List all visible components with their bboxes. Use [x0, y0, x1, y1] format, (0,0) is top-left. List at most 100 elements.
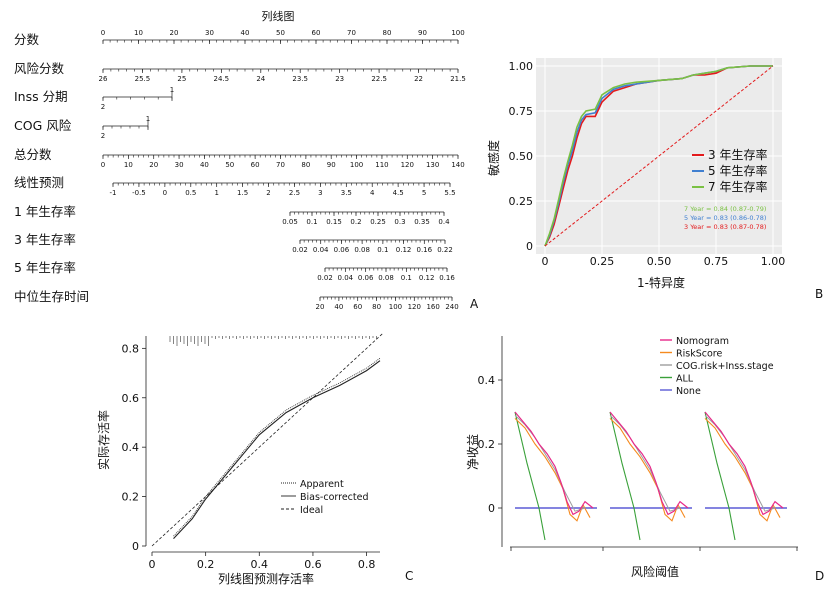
reference-diagonal-line: [544, 65, 774, 247]
nomogram-tick-label: 3: [318, 189, 322, 197]
nomogram-tick-label: 0.4: [438, 218, 450, 226]
nomogram-tick-label: 30: [175, 161, 184, 169]
decision-curve-panel: 0 0.2 0.4 Nomogram RiskScoreCOG.risk+Inss.st…: [466, 336, 798, 579]
nomogram-tick-label: 240: [445, 303, 458, 311]
calibration-curve-line: [173, 357, 381, 537]
nomogram-tick-label: 90: [418, 29, 427, 37]
roc-x-tick-label: 0.75: [704, 255, 729, 268]
dca-legend-label: Nomogram: [676, 336, 729, 347]
nomogram-tick-label: 60: [312, 29, 321, 37]
nomogram-row-label: 分数: [14, 32, 40, 47]
roc-auc-annotation: 3 Year = 0.83 (0.87-0.78): [684, 223, 766, 231]
panel-label-d: D: [815, 569, 824, 583]
roc-y-tick-label: 0: [526, 240, 533, 253]
nomogram-tick-label: 20: [170, 29, 179, 37]
nomogram-row-label: 总分数: [14, 147, 52, 162]
nomogram-tick-label: 0.02: [292, 246, 308, 254]
dca-nomogram-line: [704, 411, 784, 516]
nomogram-tick-label: 80: [383, 29, 392, 37]
nomogram-tick-label: 130: [426, 161, 439, 169]
roc-legend-label: 5 年生存率: [708, 163, 767, 178]
nomogram-tick-label: 0.12: [396, 246, 412, 254]
nomogram-tick-label: 120: [408, 303, 421, 311]
nomogram-row-label: 风险分数: [14, 61, 65, 76]
dca-y-tick-label: 0: [488, 502, 495, 515]
panel-label-c: C: [405, 569, 413, 583]
nomogram-tick-label: 0.16: [416, 246, 432, 254]
nomogram-tick-label: 0.06: [334, 246, 350, 254]
nomogram-tick-label: 50: [276, 29, 285, 37]
calibration-legend-label: Ideal: [300, 505, 323, 516]
nomogram-tick-label: 22.5: [371, 75, 387, 83]
nomogram-tick-label: 1: [146, 115, 150, 123]
nomogram-tick-label: 120: [401, 161, 414, 169]
dca-legend-label: RiskScore: [676, 349, 722, 360]
nomogram-tick-label: 40: [334, 303, 343, 311]
nomogram-tick-label: 21.5: [450, 75, 466, 83]
nomogram-tick-label: 20: [149, 161, 158, 169]
roc-legend-label: 7 年生存率: [708, 179, 767, 194]
nomogram-tick-label: 0.5: [185, 189, 196, 197]
nomogram-tick-label: 26: [99, 75, 108, 83]
calibration-y-tick-label: 0.6: [122, 392, 140, 405]
dca-y-tick-label: 0.2: [478, 438, 496, 451]
nomogram-tick-label: 0: [163, 189, 167, 197]
nomogram-row-label: 5 年生存率: [14, 260, 76, 275]
calibration-x-tick-label: 0.2: [197, 558, 215, 571]
nomogram-tick-label: 0: [101, 29, 105, 37]
nomogram-tick-label: 1: [214, 189, 218, 197]
dca-all-line: [704, 411, 736, 541]
nomogram-tick-label: 110: [375, 161, 388, 169]
nomogram-tick-label: 23.5: [292, 75, 308, 83]
nomogram-tick-label: 0.3: [394, 218, 405, 226]
nomogram-tick-label: 4.5: [393, 189, 404, 197]
nomogram-tick-label: 10: [134, 29, 143, 37]
nomogram-tick-label: 0.1: [401, 274, 412, 282]
calibration-curve-line: [173, 360, 381, 539]
roc-y-tick-label: 0.25: [509, 195, 534, 208]
roc-auc-annotation: 7 Year = 0.84 (0.87-0.79): [684, 205, 766, 213]
calibration-y-axis-label: 实际存活率: [96, 410, 111, 470]
nomogram-tick-label: 0.2: [350, 218, 361, 226]
nomogram-tick-label: 50: [225, 161, 234, 169]
dca-all-line: [609, 411, 641, 541]
nomogram-tick-label: -0.5: [132, 189, 146, 197]
dca-legend-label: ALL: [676, 374, 694, 385]
nomogram-tick-label: 140: [451, 161, 464, 169]
roc-x-axis-label: 1-特异度: [637, 275, 685, 290]
nomogram-tick-label: 2: [266, 189, 270, 197]
roc-auc-annotation: 5 Year = 0.83 (0.86-0.78): [684, 214, 766, 222]
calibration-panel: 0 0.2 0.4 0.6 0.8 0 0.2 0.4 0.6 0.8 Apparent Bias-c…: [96, 333, 383, 586]
nomogram-tick-label: 80: [301, 161, 310, 169]
nomogram-tick-label: 22: [414, 75, 423, 83]
dca-riskscore-line: [514, 418, 591, 522]
nomogram-tick-label: 24.5: [214, 75, 230, 83]
nomogram-tick-label: 0.04: [338, 274, 354, 282]
roc-x-tick-label: 0.50: [647, 255, 672, 268]
nomogram-row-label: 1 年生存率: [14, 204, 76, 219]
dca-riskscore-line: [609, 418, 686, 522]
nomogram-tick-label: 0.1: [306, 218, 317, 226]
nomogram-tick-label: 0.08: [378, 274, 394, 282]
calibration-legend-label: Apparent: [300, 479, 344, 490]
nomogram-tick-label: 40: [200, 161, 209, 169]
nomogram-tick-label: 70: [276, 161, 285, 169]
dca-legend-label: None: [676, 386, 701, 397]
panel-label-b: B: [815, 287, 823, 301]
dca-x-axis-label: 风险阈值: [631, 564, 679, 579]
nomogram-tick-label: 60: [251, 161, 260, 169]
nomogram-tick-label: 70: [347, 29, 356, 37]
nomogram-tick-label: 0.12: [419, 274, 435, 282]
calibration-x-tick-label: 0.6: [304, 558, 322, 571]
nomogram-tick-label: 5.5: [444, 189, 455, 197]
nomogram-tick-label: 0.08: [354, 246, 370, 254]
nomogram-tick-label: 0.1: [377, 246, 388, 254]
nomogram-tick-label: 90: [327, 161, 336, 169]
dca-y-tick-label: 0.4: [478, 374, 496, 387]
nomogram-tick-label: 100: [350, 161, 363, 169]
nomogram-tick-label: 25.5: [135, 75, 151, 83]
dca-y-axis-label: 净收益: [466, 434, 480, 470]
calibration-curve-line: [151, 333, 383, 547]
nomogram-tick-label: 100: [451, 29, 464, 37]
